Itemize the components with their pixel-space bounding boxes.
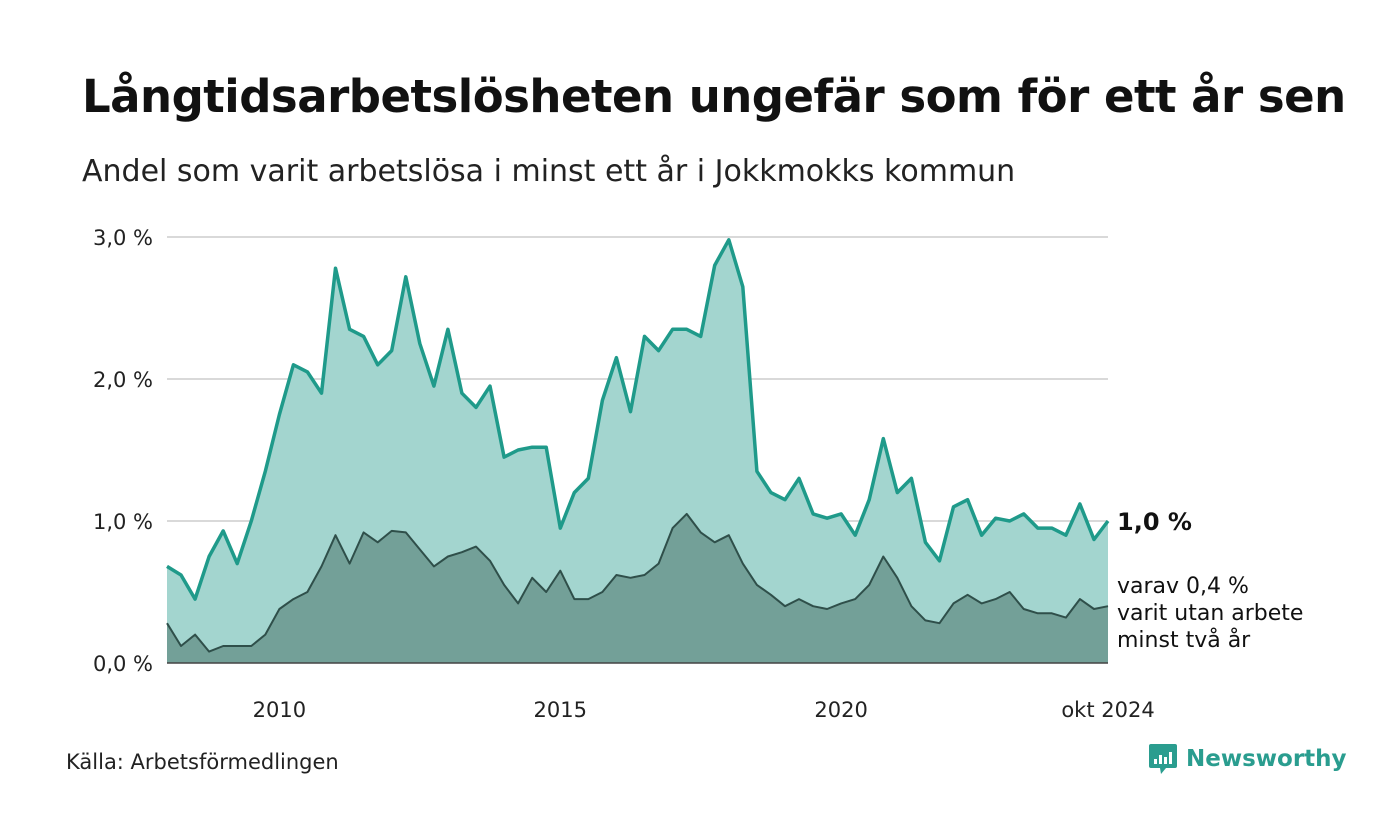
x-tick-label: 2010 — [253, 698, 306, 722]
chart-subtitle: Andel som varit arbetslösa i minst ett å… — [82, 154, 1016, 189]
series-line-1 — [166, 512, 1109, 653]
x-tick-label: 2015 — [534, 698, 587, 722]
end-label-sub-line: varit utan arbete — [1117, 601, 1303, 626]
series-area-1 — [167, 513, 1108, 663]
newsworthy-logo-icon — [1149, 744, 1177, 774]
y-tick-label: 1,0 % — [93, 510, 153, 534]
x-tick-label: 2020 — [814, 698, 867, 722]
brand-logo[interactable]: Newsworthy — [1148, 742, 1347, 776]
source-note: Källa: Arbetsförmedlingen — [66, 750, 339, 774]
chart-title: Långtidsarbetslösheten ungefär som för e… — [82, 70, 1346, 123]
end-label-sub-line: varav 0,4 % — [1117, 574, 1249, 599]
y-tick-label: 3,0 % — [93, 226, 153, 250]
x-axis-ticks: 2010 2015 2020 okt 2024 — [253, 698, 1155, 722]
y-tick-label: 0,0 % — [93, 652, 153, 676]
y-axis-ticks: 0,0 % 1,0 % 2,0 % 3,0 % — [93, 226, 153, 676]
series-line-0 — [166, 238, 1110, 601]
end-label-main: 1,0 % — [1117, 508, 1192, 536]
brand-name: Newsworthy — [1186, 746, 1347, 772]
end-label-sub-line: minst två år — [1117, 627, 1251, 653]
y-tick-label: 2,0 % — [93, 368, 153, 392]
x-tick-label: okt 2024 — [1061, 698, 1154, 722]
series-areas — [167, 239, 1108, 664]
series-lines — [166, 238, 1110, 653]
